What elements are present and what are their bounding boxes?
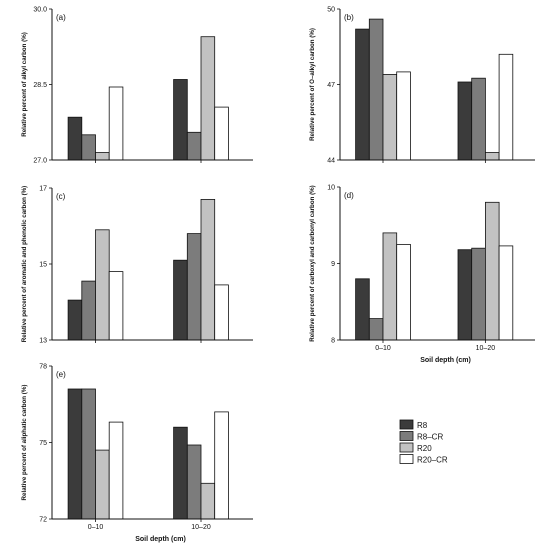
x-tick-label: 0–10 [88, 524, 104, 531]
bar-r20-cr-1 [498, 53, 514, 161]
bar-r20-1 [200, 198, 216, 341]
bar-r8-1 [173, 426, 188, 520]
bar-r8-cr-1 [471, 77, 486, 161]
bar-r8-cr-1 [186, 444, 202, 520]
bar-r20-0 [382, 232, 398, 341]
bar-r8-cr-0 [368, 318, 384, 341]
y-tick-label: 72 [39, 517, 47, 524]
y-tick-label: 27.0 [33, 158, 47, 165]
bar-r8-1 [457, 81, 473, 161]
panel-b: 44 47 50 Relative percent of O–alkyl carbon… [309, 7, 535, 165]
bar-r20-cr-0 [396, 243, 411, 341]
legend-swatch [399, 442, 414, 453]
y-axis-title: Relative percent of carboxyl and carbony… [309, 185, 316, 341]
y-tick-label: 17 [39, 186, 47, 193]
y-tick-label: 44 [327, 158, 335, 165]
bar-r20-0 [95, 152, 110, 161]
bar-r20-0 [382, 74, 398, 161]
y-axis-title: Relative percent of O–alkyl carbon (%) [309, 28, 316, 141]
bar-r20-cr-1 [214, 106, 229, 161]
panel-d: 8 9 10 0–10 10–20 Soil depth (cm) Relative per… [309, 185, 535, 364]
y-tick-label: 8 [331, 338, 335, 345]
bar-r20-1 [484, 152, 500, 161]
bar-r8-cr-0 [81, 134, 96, 161]
panel-a: 27.0 28.5 30.0 Relative percent of alkyl ca… [21, 7, 253, 165]
legend-swatch [399, 454, 414, 464]
panel-label: (b) [344, 13, 354, 22]
bar-r8-0 [67, 388, 83, 520]
bar-r8-1 [173, 79, 188, 161]
bar-r20-1 [200, 482, 216, 520]
y-axis-title: Relative percent of aromatic and phenoli… [21, 186, 28, 342]
x-axis-title: Soil depth (cm) [135, 536, 186, 543]
legend-swatch [399, 431, 414, 441]
y-tick-label: 28.5 [33, 82, 47, 89]
x-tick-label: 10–20 [191, 524, 211, 531]
bar-r20-0 [95, 449, 110, 520]
y-tick-label: 15 [39, 262, 47, 269]
y-tick-label: 47 [327, 82, 335, 89]
bar-r8-cr-0 [81, 388, 96, 520]
legend-entry: R8–CR [417, 433, 443, 442]
y-tick-label: 9 [331, 261, 335, 268]
bar-r8-cr-0 [368, 18, 384, 161]
bar-r8-1 [457, 249, 473, 341]
bar-r20-0 [95, 229, 110, 341]
legend-swatch [399, 419, 414, 430]
x-tick-label: 10–20 [476, 345, 496, 352]
legend-entry: R20–CR [417, 456, 448, 465]
bar-r20-cr-1 [214, 411, 229, 520]
y-tick-label: 78 [39, 364, 47, 371]
bar-r20-cr-0 [108, 271, 124, 341]
x-axis-title: Soil depth (cm) [420, 357, 471, 364]
y-tick-label: 13 [39, 338, 47, 345]
bar-r20-1 [200, 36, 216, 161]
bar-r8-cr-1 [471, 247, 486, 341]
bar-r20-cr-1 [214, 284, 229, 341]
y-tick-label: 10 [327, 185, 335, 192]
y-tick-label: 30.0 [33, 7, 47, 14]
bar-r8-cr-1 [186, 233, 202, 341]
bar-r8-0 [67, 116, 83, 161]
y-tick-label: 50 [327, 7, 335, 14]
x-tick-label: 0–10 [375, 345, 391, 352]
bar-r20-cr-0 [108, 86, 124, 161]
panel-label: (e) [56, 370, 66, 379]
bar-r20-cr-1 [498, 245, 514, 341]
y-tick-label: 75 [39, 440, 47, 447]
bar-r20-cr-0 [108, 421, 124, 520]
bar-r8-0 [355, 278, 370, 341]
panel-label: (d) [344, 191, 354, 200]
bar-r8-0 [67, 299, 83, 341]
legend-entry: R20 [417, 444, 432, 453]
panel-label: (c) [56, 192, 66, 201]
panel-label: (a) [56, 13, 66, 22]
panel-e: 72 75 78 0–10 10–20 Soil depth (cm) Relative p… [21, 364, 253, 543]
legend: R8 R8–CR R20 R20–CR [399, 419, 448, 465]
bar-r8-cr-1 [186, 131, 202, 161]
bar-r8-cr-0 [81, 280, 96, 341]
y-axis-title: Relative percent of alkyl carbon (%) [21, 32, 28, 137]
legend-entry: R8 [417, 421, 428, 430]
bar-r8-0 [355, 28, 370, 161]
y-axis-title: Relative percent of aliphatic carbon (%) [21, 385, 28, 501]
panel-c: 13 15 17 Relative percent of aromatic and p… [21, 186, 253, 345]
bar-r8-1 [173, 259, 188, 341]
bar-r20-1 [484, 201, 500, 341]
bar-r20-cr-0 [396, 71, 411, 161]
